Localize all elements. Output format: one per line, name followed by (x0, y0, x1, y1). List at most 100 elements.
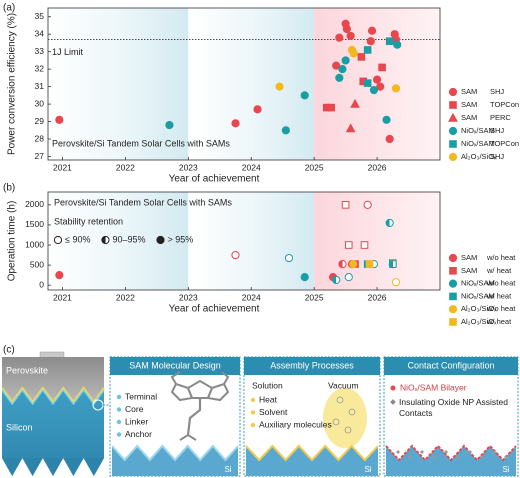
panel-label: (c) (3, 345, 15, 356)
process-item: Heat (259, 394, 278, 404)
y-tick-label: 2000 (25, 199, 44, 209)
legend-cell: TOPCon (490, 139, 519, 148)
data-point (55, 271, 64, 280)
molecule-dot (336, 396, 344, 404)
data-point (372, 75, 382, 84)
oxide-np (420, 450, 424, 454)
y-axis-label: Operation time (h) (7, 201, 18, 282)
oxide-np (396, 450, 400, 454)
cell-top-label: Perovskite (6, 365, 48, 375)
data-point (281, 126, 290, 135)
legend-cell: w/ heat (486, 291, 512, 300)
box-header (384, 357, 518, 375)
plot-frame (47, 191, 441, 291)
legend-marker (448, 279, 458, 288)
y-tick-label: 28 (35, 133, 45, 143)
legend-name: SAM (461, 100, 477, 109)
x-tick-label: 2023 (179, 292, 198, 302)
data-point (363, 46, 372, 54)
data-point (231, 250, 240, 260)
data-point (345, 123, 356, 133)
data-point (342, 24, 351, 34)
legend-name: Al₂O₃/SiOₓ (461, 152, 497, 161)
y-tick-label: 0 (39, 279, 44, 289)
legend-cell: w/ heat (486, 317, 512, 326)
oxide-np (408, 455, 412, 459)
x-axis-label: Year of achievement (169, 304, 260, 315)
substrate-label: Si (502, 465, 509, 474)
molecule-ring (170, 382, 194, 402)
shade-mid (188, 8, 315, 160)
bullet (390, 385, 396, 391)
y-tick-label: 500 (30, 259, 44, 269)
process-item: Auxiliary molecules (259, 419, 332, 429)
data-point (363, 200, 372, 209)
data-point (366, 37, 375, 46)
oxide-np (468, 450, 472, 454)
stability-label: > 95% (167, 234, 193, 244)
x-tick-label: 2022 (116, 162, 135, 172)
data-point (376, 82, 385, 91)
data-point (385, 218, 394, 228)
stability-marker (156, 235, 165, 245)
annotation: Perovskite/Si Tandem Solar Cells with SA… (54, 197, 232, 207)
x-tick-label: 2022 (116, 292, 135, 302)
box-title: Assembly Processes (270, 360, 354, 370)
shade-mid (188, 192, 315, 290)
process-item: Solvent (259, 407, 288, 417)
substrate-label: Si (364, 465, 371, 474)
x-axis-label: Year of achievement (169, 174, 260, 185)
data-point (300, 273, 309, 282)
interface-sam (1, 388, 105, 406)
legend-name: SAM (461, 266, 477, 275)
contact-item: Insulating Oxide NP Assisted Contacts (399, 397, 508, 418)
design-item: Terminal (125, 391, 157, 401)
data-point (253, 105, 262, 114)
silicon (2, 388, 104, 476)
legend-marker (449, 140, 457, 148)
stability-label: ≤ 90% (65, 234, 90, 244)
x-tick-label: 2026 (368, 162, 387, 172)
box-header (244, 357, 380, 375)
bullet (250, 397, 256, 403)
data-point (382, 115, 391, 124)
bullet (250, 422, 256, 428)
legend-name: SAM (461, 87, 477, 96)
data-point (284, 253, 294, 263)
y-axis-label: Power conversion efficiency (%) (7, 13, 18, 155)
legend-cell: SHJ (490, 126, 504, 135)
legend-cell: TOPCon (490, 100, 519, 109)
legend-name: SAM (461, 113, 477, 122)
y-tick-label: 33 (35, 46, 45, 56)
panel-label: (b) (3, 183, 15, 194)
data-point (346, 31, 355, 41)
box-title: Contact Configuration (407, 360, 494, 370)
data-point (332, 61, 341, 70)
data-point (349, 259, 358, 269)
data-point (349, 49, 358, 58)
x-tick-label: 2026 (368, 292, 387, 302)
shade-early (48, 192, 189, 290)
data-point (385, 134, 394, 144)
oxide-np (504, 455, 508, 459)
panel-label: (a) (3, 3, 15, 14)
legend-marker (448, 87, 458, 97)
x-tick-label: 2025 (305, 292, 324, 302)
data-point (389, 260, 397, 268)
annotation: Perovskite/Si Tandem Solar Cells with SA… (52, 138, 230, 148)
perovskite (2, 357, 104, 402)
limit-label: 1J Limit (52, 47, 84, 57)
substrate-layer (245, 444, 379, 462)
y-tick-label: 34 (35, 28, 45, 38)
oxide-np (492, 450, 496, 454)
molecule-anchor (179, 433, 197, 441)
oxide-np (444, 450, 448, 454)
bullet (390, 399, 396, 405)
legend-marker (448, 152, 458, 162)
legend-name: NiOₓ/SAM (461, 139, 495, 148)
box-title: SAM Molecular Design (129, 360, 221, 370)
shade-early (48, 8, 189, 160)
y-tick-label: 32 (35, 63, 45, 73)
